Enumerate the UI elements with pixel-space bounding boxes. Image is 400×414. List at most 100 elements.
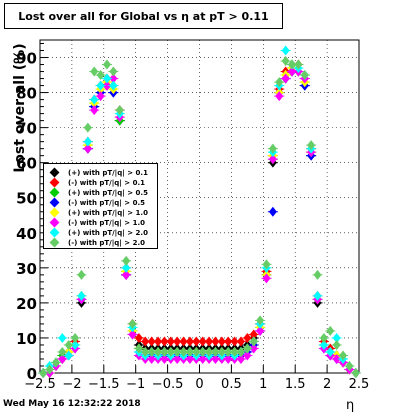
legend-marker xyxy=(49,207,60,218)
data-point xyxy=(173,346,182,357)
data-point xyxy=(256,315,265,326)
data-point xyxy=(51,357,60,368)
legend-marker xyxy=(49,197,60,208)
data-point xyxy=(326,346,335,357)
timestamp: Wed May 16 12:32:22 2018 xyxy=(3,399,141,409)
legend-label: (+) with pT/|q| > 2.0 xyxy=(68,229,148,237)
y-tick-label: 30 xyxy=(16,260,37,278)
data-point xyxy=(268,143,277,154)
data-point xyxy=(211,336,220,347)
legend-entry: (+) with pT/|q| > 0.1 xyxy=(44,167,159,178)
data-point xyxy=(90,105,99,116)
legend-marker xyxy=(49,227,60,238)
legend-label: (+) with pT/|q| > 0.1 xyxy=(68,169,148,177)
data-point xyxy=(115,105,124,116)
data-point xyxy=(326,325,335,336)
x-tick-label: −2.5 xyxy=(24,377,56,392)
data-point xyxy=(71,339,80,350)
x-tick-label: 2.5 xyxy=(349,377,370,392)
legend-entry: (-) with pT/|q| > 1.0 xyxy=(44,217,159,228)
legend-entry: (-) with pT/|q| > 2.0 xyxy=(44,237,159,248)
data-point xyxy=(256,325,265,336)
data-point xyxy=(128,318,137,329)
legend-entry: (+) with pT/|q| > 1.0 xyxy=(44,207,159,218)
data-point xyxy=(102,73,111,84)
legend-entry: (+) with pT/|q| > 0.5 xyxy=(44,187,159,198)
data-point xyxy=(249,343,258,354)
y-tick-label: 20 xyxy=(16,295,37,313)
data-point xyxy=(141,346,150,357)
data-point xyxy=(154,336,163,347)
data-point xyxy=(173,336,182,347)
data-point xyxy=(262,259,271,270)
data-point xyxy=(166,346,175,357)
data-point xyxy=(224,346,233,357)
data-point xyxy=(58,332,67,343)
y-tick-label: 0 xyxy=(27,365,37,383)
legend-entry: (+) with pT/|q| > 2.0 xyxy=(44,227,159,238)
data-point xyxy=(192,346,201,357)
legend-entry: (-) with pT/|q| > 0.1 xyxy=(44,177,159,188)
data-point xyxy=(294,59,303,70)
data-point xyxy=(300,70,309,81)
data-point xyxy=(313,269,322,280)
data-point xyxy=(83,136,92,147)
data-point xyxy=(262,273,271,284)
data-point xyxy=(102,59,111,70)
x-tick-label: 0.5 xyxy=(221,377,242,392)
legend-label: (+) with pT/|q| > 0.5 xyxy=(68,189,148,197)
data-point xyxy=(198,353,207,364)
legend-marker xyxy=(49,187,60,198)
data-point xyxy=(83,122,92,133)
data-point xyxy=(90,94,99,105)
x-tick-label: −0.5 xyxy=(152,377,184,392)
data-point xyxy=(217,336,226,347)
y-tick-label: 50 xyxy=(16,190,37,208)
data-point xyxy=(205,336,214,347)
data-point xyxy=(281,45,290,56)
data-point xyxy=(45,364,54,375)
data-point xyxy=(205,346,214,357)
data-point xyxy=(58,353,67,364)
legend-marker xyxy=(49,237,60,248)
data-point xyxy=(134,332,143,343)
data-point xyxy=(217,346,226,357)
data-point xyxy=(198,336,207,347)
data-point xyxy=(249,329,258,340)
legend: (+) with pT/|q| > 0.1 (-) with pT/|q| > 0… xyxy=(43,163,158,249)
data-point xyxy=(77,290,86,301)
data-point xyxy=(198,346,207,357)
data-point xyxy=(77,269,86,280)
data-point xyxy=(64,350,73,361)
data-point xyxy=(64,339,73,350)
x-tick-label: −1.5 xyxy=(88,377,120,392)
data-point xyxy=(96,70,105,81)
x-tick-label: 1 xyxy=(259,377,267,392)
data-point xyxy=(249,336,258,347)
data-point xyxy=(160,346,169,357)
data-point xyxy=(192,336,201,347)
x-axis-label: η xyxy=(346,398,355,413)
data-point xyxy=(185,336,194,347)
data-point xyxy=(141,336,150,347)
data-point xyxy=(224,353,233,364)
data-point xyxy=(230,336,239,347)
data-point xyxy=(109,73,118,84)
title-box xyxy=(4,3,283,29)
data-point xyxy=(307,140,316,151)
data-point xyxy=(268,206,277,217)
data-point xyxy=(147,346,156,357)
data-point xyxy=(319,332,328,343)
data-point xyxy=(122,269,131,280)
x-tick-label: 1.5 xyxy=(285,377,306,392)
data-point xyxy=(58,346,67,357)
x-tick-label: −2 xyxy=(62,377,81,392)
data-point xyxy=(185,346,194,357)
data-point xyxy=(166,336,175,347)
x-tick-label: 2 xyxy=(323,377,331,392)
legend-marker xyxy=(49,217,60,228)
y-tick-label: 60 xyxy=(16,155,37,173)
y-tick-label: 90 xyxy=(16,50,37,68)
data-point xyxy=(211,346,220,357)
